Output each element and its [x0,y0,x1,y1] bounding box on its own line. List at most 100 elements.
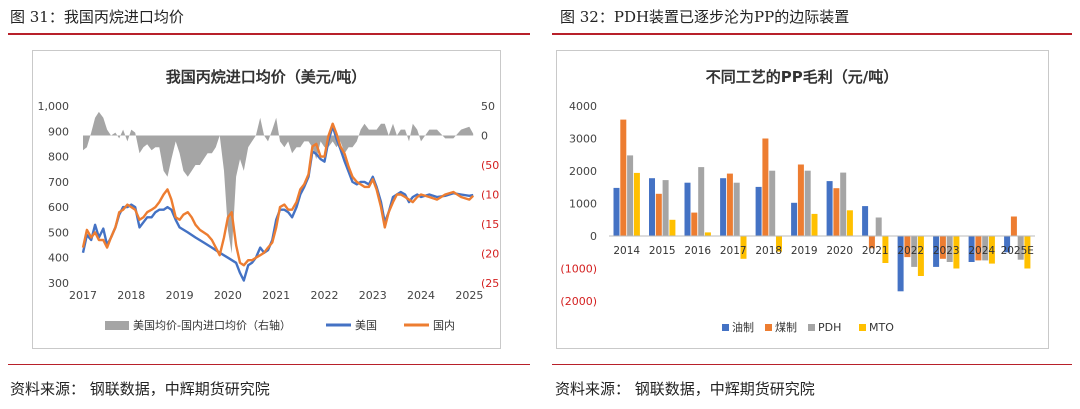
propane-price-chart-panel: 我国丙烷进口均价（美元/吨） 1,000 900 800 700 600 500 400 300… [32,50,511,349]
left-axis-tick-label: 700 [48,176,69,189]
x-axis-tick-label: 2020 [214,289,242,302]
bar [662,180,669,236]
legend-label: 煤制 [775,321,797,334]
left-axis-tick-label: 1,000 [38,100,70,113]
right-axis-tick-label: (100) [481,189,500,202]
category-label: 2023 [933,245,960,257]
left-header-rule [8,33,530,35]
right-axis-tick-label: (150) [481,218,500,231]
bar [1010,216,1017,236]
category-label: 2021 [862,245,889,257]
category-label: 2016 [684,245,711,257]
legend-label-us: 美国 [355,319,377,332]
chart-title: 我国丙烷进口均价（美元/吨） [166,68,366,86]
bar [797,164,804,236]
y-axis-tick-label: 1000 [569,198,597,211]
legend-swatch [808,324,815,331]
y-axis-tick-label: 4000 [569,100,597,113]
legend-label: MTO [869,321,894,334]
bar [975,236,982,261]
bar [868,236,875,249]
x-axis-tick-label: 2024 [407,289,435,302]
bar [911,236,918,267]
figure-31-title: 图 31：我国丙烷进口均价 [10,8,184,26]
category-label: 2025E [1001,245,1034,257]
bar [939,236,946,259]
legend-label-spread: 美国均价-国内进口均价（右轴） [133,318,291,332]
right-axis-tick-label: 50 [481,100,495,113]
bar [875,217,882,236]
bar [669,219,676,237]
legend-swatch-spread [105,321,129,330]
category-label: 2017 [720,245,747,257]
bar [953,236,960,269]
left-axis-tick-label: 500 [48,226,69,239]
left-axis-tick-label: 900 [48,125,69,138]
bar [840,172,847,236]
x-axis-tick-label: 2017 [69,289,97,302]
bar [762,138,769,236]
left-axis-tick-label: 800 [48,151,69,164]
bar [698,167,705,236]
bar [769,170,776,236]
y-axis-tick-label: 2000 [569,165,597,178]
legend-label: PDH [818,321,841,334]
bar [704,232,711,236]
category-label: 2015 [649,245,676,257]
bar [946,236,953,262]
bar [776,236,782,252]
category-label: 2019 [791,245,818,257]
bar [897,236,904,292]
y-axis-tick-label: 3000 [569,133,597,146]
y-axis-tick-label: (1000) [560,263,597,276]
bar [649,178,655,236]
bar [627,155,634,236]
x-axis-tick-label: 2019 [166,289,194,302]
bar [684,182,691,236]
bar [733,182,740,236]
bar [726,173,733,236]
y-axis-tick-label: (2000) [560,295,597,308]
right-footer-rule [552,364,1072,365]
bar [833,188,840,236]
right-axis-tick-label: (250) [481,277,500,290]
pp-margin-chart: 不同工艺的PP毛利（元/吨） 4000 3000 2000 1000 0 (1000) (20… [560,68,1035,334]
x-axis-tick-label: 2022 [310,289,338,302]
bar [740,236,747,259]
bar [1004,236,1011,253]
bar [691,212,698,236]
bar [811,213,818,236]
line-series-china [81,122,475,267]
legend-swatch [765,324,772,331]
right-axis-tick-label: 0 [481,130,488,143]
right-source-note: 资料来源： 钢联数据，中辉期货研究院 [555,380,815,398]
bar [917,236,924,276]
left-axis-tick-label: 400 [48,252,69,265]
x-axis-tick-label: 2023 [359,289,387,302]
bar [1024,236,1031,269]
spread-area-series [83,111,474,254]
bar [904,236,911,258]
left-source-note: 资料来源： 钢联数据，中辉期货研究院 [10,380,270,398]
bar [755,186,762,236]
legend-swatch [722,324,729,331]
category-label: 2024 [968,245,995,257]
x-axis-tick-label: 2018 [117,289,145,302]
category-label: 2014 [613,245,640,257]
legend-swatch [859,324,866,331]
left-footer-rule [8,364,530,365]
x-axis-tick-label: 2025 [455,289,483,302]
bar [613,187,620,236]
right-axis-tick-label: (50) [481,159,500,172]
bar [791,202,798,236]
bar [655,193,662,237]
bar [620,119,627,236]
propane-price-chart: 我国丙烷进口均价（美元/吨）1,000900800700600500400300… [38,68,511,332]
bar [988,236,995,264]
legend-label: 油制 [732,320,754,334]
legend-label-china: 国内 [433,318,455,332]
bar [720,178,727,236]
right-axis-tick-label: (200) [481,248,500,261]
bar [633,172,640,236]
bar [846,210,853,236]
